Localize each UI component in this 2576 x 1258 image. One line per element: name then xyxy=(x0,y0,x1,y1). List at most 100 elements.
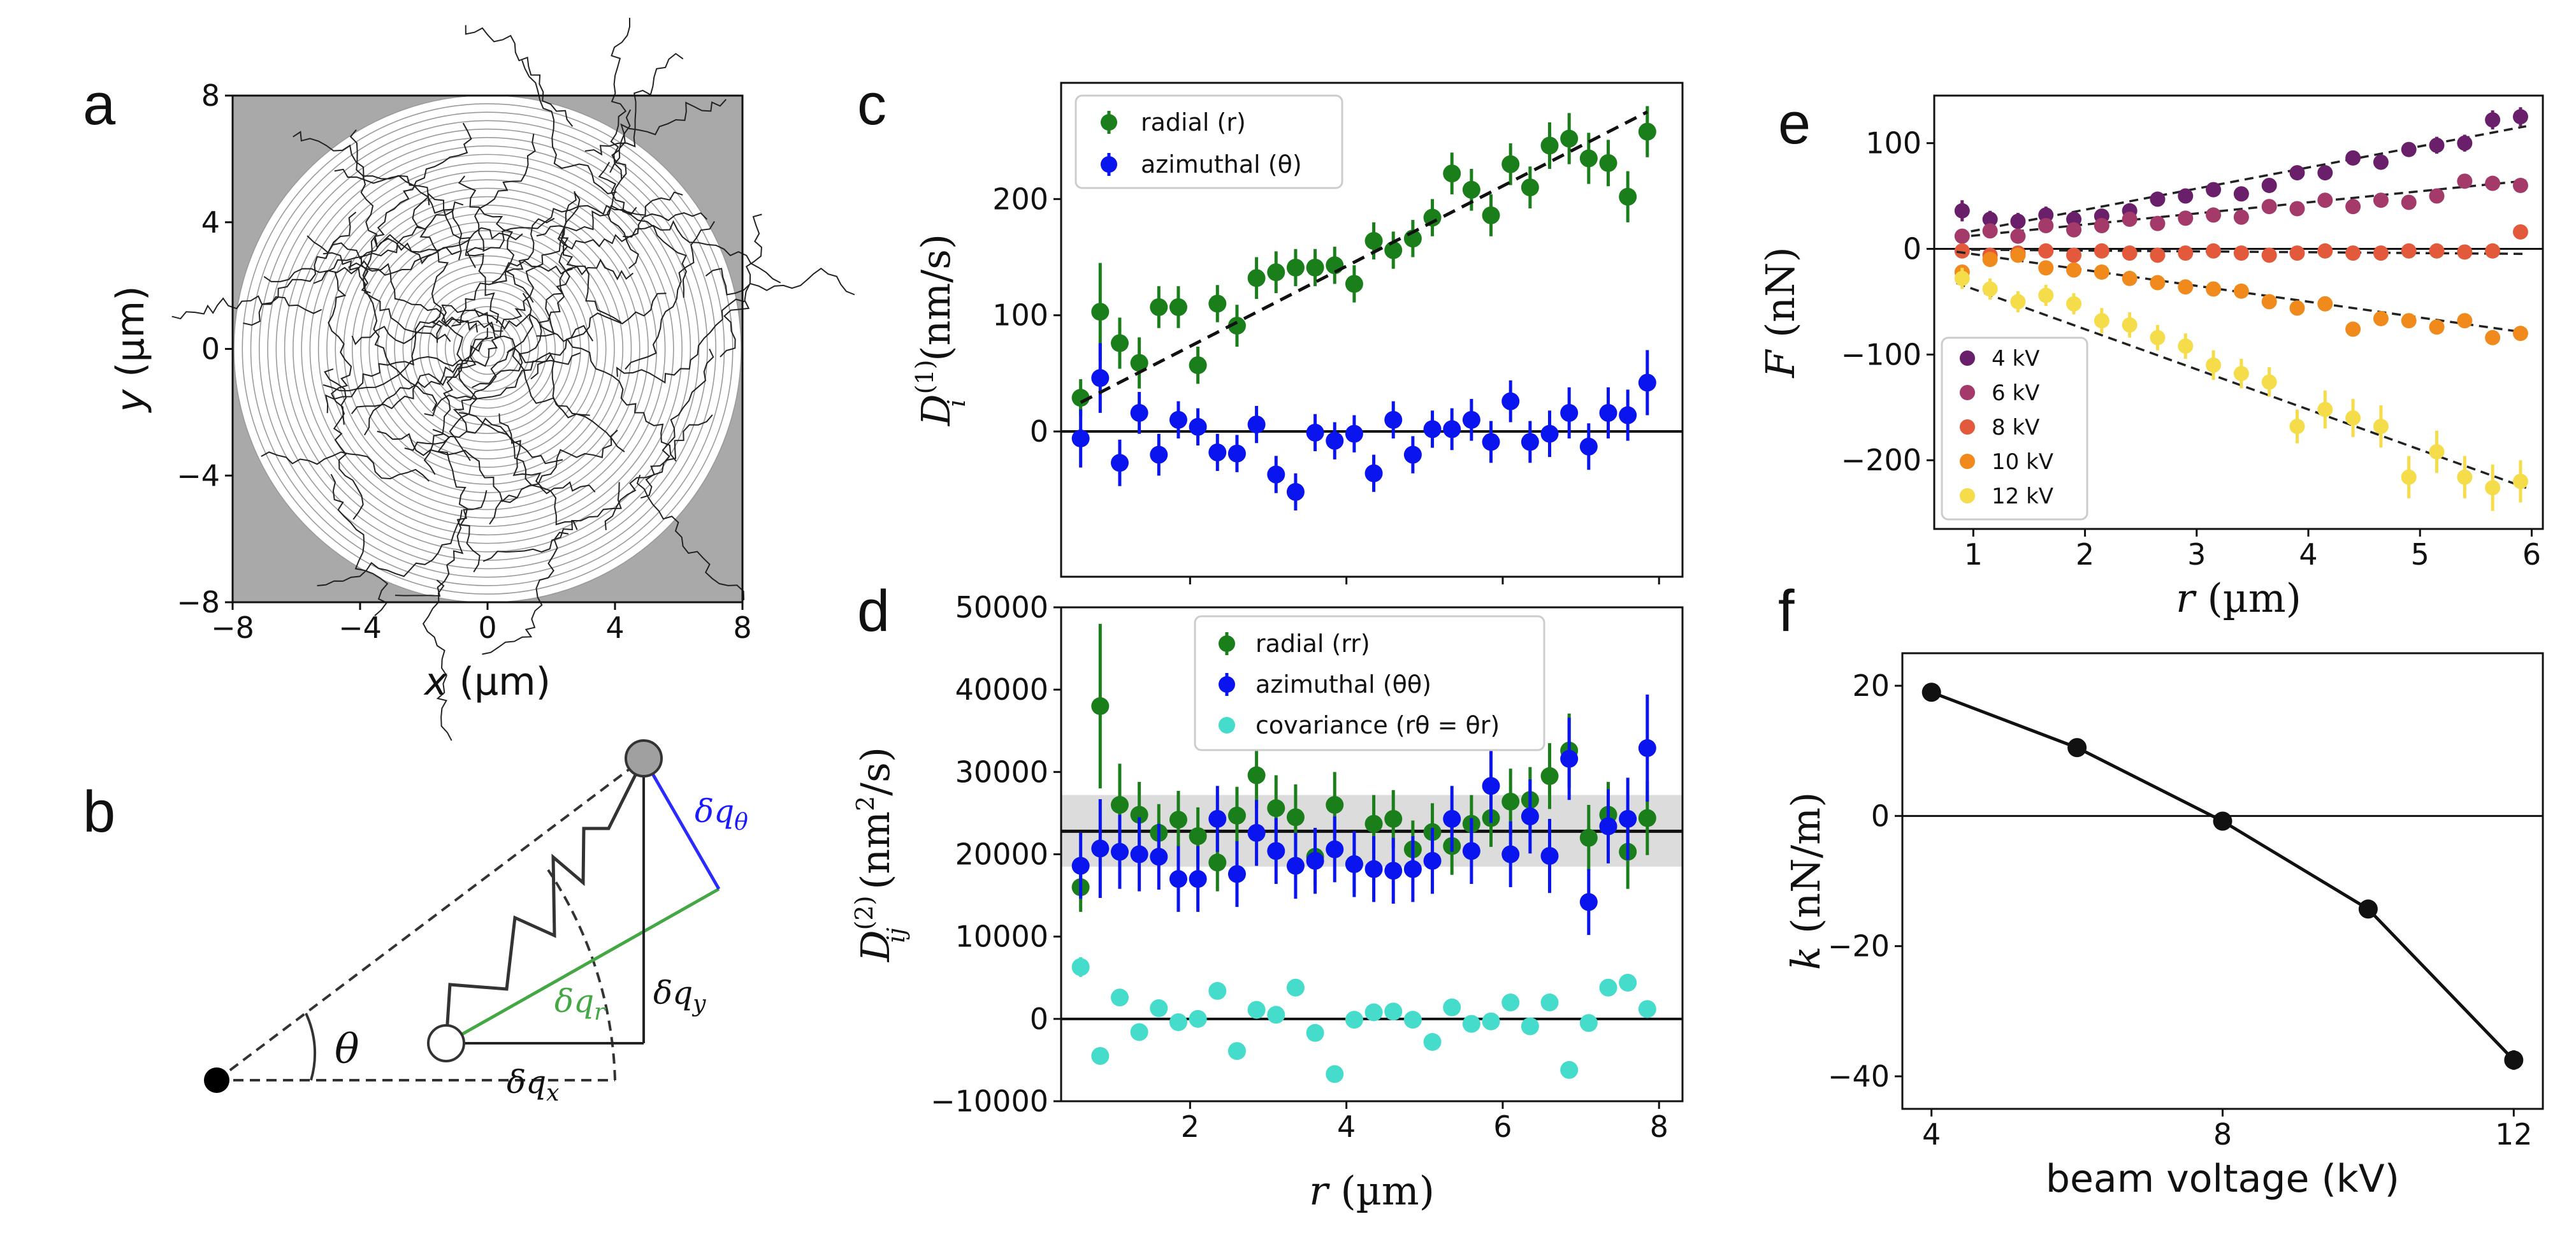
e-e_4kV-point xyxy=(2150,191,2166,207)
c-azimuthal-point xyxy=(1579,437,1598,456)
d-azimuthal-point xyxy=(1130,845,1148,864)
panel-f-ytick-label: −20 xyxy=(1828,929,1890,964)
panel-e-ytick-label: 0 xyxy=(1903,231,1921,266)
c-radial-point xyxy=(1267,263,1285,282)
bin-ring xyxy=(385,247,590,451)
start-position xyxy=(427,1024,465,1062)
panel-d-ytick-label: 10000 xyxy=(955,920,1048,954)
trajectory xyxy=(374,122,472,245)
trajectory xyxy=(422,579,452,741)
e-e_10kV-point xyxy=(2010,247,2026,263)
trajectory xyxy=(598,161,687,298)
d-radial-point xyxy=(1267,799,1285,818)
trajectory xyxy=(263,254,431,282)
theta-angle-arc xyxy=(305,1013,317,1081)
d-radial-point xyxy=(1247,766,1266,784)
c-azimuthal-point xyxy=(1638,373,1656,392)
d-covariance-point xyxy=(1638,1000,1656,1018)
e-e_12kV-point xyxy=(2485,480,2501,496)
c-azimuthal-point xyxy=(1247,416,1266,434)
y-axis-label: D(2)ij (nm2/s) xyxy=(850,747,910,962)
trajectory xyxy=(557,212,708,250)
d-azimuthal-point xyxy=(1403,860,1422,878)
e-e_8kV-point xyxy=(2457,244,2473,260)
trajectory xyxy=(616,298,745,384)
y-axis-var: k xyxy=(1783,946,1829,971)
e-e_6kV-point xyxy=(2289,201,2305,217)
e-e_4kV-point xyxy=(2457,135,2473,151)
trajectory xyxy=(458,175,534,303)
e-e_4kV-point xyxy=(2512,109,2528,125)
e-e_12kV-point xyxy=(2289,419,2305,435)
trajectory xyxy=(373,227,523,264)
e-e_8kV-point xyxy=(2512,224,2528,240)
c-azimuthal-point xyxy=(1540,424,1559,443)
d-azimuthal-point xyxy=(1306,851,1324,870)
d-covariance-point xyxy=(1579,1014,1598,1032)
theta-label: θ xyxy=(335,1026,359,1073)
d-covariance-point xyxy=(1071,958,1090,976)
trajectory xyxy=(328,271,352,425)
legend-marker xyxy=(1960,419,1975,435)
panel-e-frame xyxy=(1933,94,2544,530)
c-radial-point xyxy=(1364,232,1383,250)
panel-f-ytick-label: 20 xyxy=(1852,669,1890,703)
panel-f-xtick-label: 8 xyxy=(2213,1117,2232,1152)
d-radial-point xyxy=(1579,828,1598,847)
e-e_10kV-point xyxy=(2094,264,2109,280)
e-e_4kV-point xyxy=(2066,212,2082,228)
c-azimuthal-point xyxy=(1599,403,1617,422)
trajectory xyxy=(536,191,683,237)
panel-d-xtick-label: 4 xyxy=(1337,1110,1356,1144)
d-covariance-point xyxy=(1306,1023,1324,1042)
d-covariance-point xyxy=(1423,1033,1442,1051)
trajectory xyxy=(465,25,574,127)
legend-label: covariance (rθ = θr) xyxy=(1255,711,1500,739)
origin-point xyxy=(204,1067,229,1093)
legend-label: radial (r) xyxy=(1141,108,1246,136)
legend-marker xyxy=(1960,351,1975,366)
panel-d-diffusion-plot: −10000 0 10000 20000 30000 40000 50000 2 4 6 8 radi… xyxy=(850,590,1684,1214)
c-azimuthal-point xyxy=(1189,417,1207,436)
trajectory xyxy=(584,52,684,156)
y-label-sup: (1) xyxy=(911,360,939,394)
d-covariance-point xyxy=(1403,1011,1422,1029)
x-axis-label: beam voltage (kV) xyxy=(2046,1157,2399,1201)
e-e_6kV-point xyxy=(2206,207,2222,223)
d-radial-point xyxy=(1110,796,1129,814)
legend-marker xyxy=(1960,454,1975,469)
c-radial-point xyxy=(1560,129,1579,148)
c-radial-point xyxy=(1423,208,1442,227)
e-e_12kV-point xyxy=(2206,357,2222,373)
c-radial-point xyxy=(1462,180,1480,199)
c-azimuthal-point xyxy=(1521,433,1539,451)
e-e_6kV-point xyxy=(2122,212,2138,228)
e-e_6kV-point xyxy=(2512,177,2528,193)
e-e_12kV-point xyxy=(1982,281,1998,297)
trajectory xyxy=(261,451,430,482)
c-azimuthal-point xyxy=(1462,410,1480,429)
e-e_10kV-point xyxy=(2485,329,2501,345)
legend-label: 12 kV xyxy=(1992,484,2053,509)
bin-ring xyxy=(444,306,531,392)
panel-letter-c: c xyxy=(857,72,886,137)
e-e_6kV-point xyxy=(2401,194,2417,210)
d-azimuthal-point xyxy=(1227,865,1246,883)
c-azimuthal-point xyxy=(1071,430,1090,447)
bin-ring xyxy=(335,196,640,502)
d-azimuthal-point xyxy=(1267,842,1285,860)
trajectory xyxy=(609,99,727,173)
stiffness-point xyxy=(2213,811,2232,831)
d-azimuthal-point xyxy=(1189,870,1207,888)
bin-ring xyxy=(284,145,691,553)
y-axis-var: y xyxy=(108,389,153,414)
d-radial-point xyxy=(1501,792,1520,811)
fit-line xyxy=(1080,110,1648,404)
e-e_12kV-point xyxy=(2038,287,2054,303)
panel-a-xtick-label: −4 xyxy=(338,611,382,645)
e-e_6kV-point xyxy=(2485,175,2501,191)
d-covariance-point xyxy=(1189,1009,1207,1028)
x-axis-label: x (µm) xyxy=(423,660,551,704)
